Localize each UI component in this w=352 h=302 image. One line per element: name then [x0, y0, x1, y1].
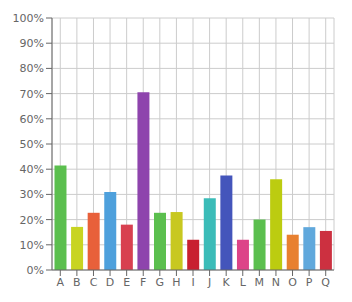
svg-text:B: B [73, 276, 81, 289]
svg-text:90%: 90% [20, 37, 44, 50]
svg-text:0%: 0% [27, 264, 44, 277]
svg-text:50%: 50% [20, 138, 44, 151]
svg-text:A: A [57, 276, 65, 289]
svg-text:P: P [306, 276, 313, 289]
svg-text:10%: 10% [20, 239, 44, 252]
svg-text:N: N [272, 276, 280, 289]
svg-text:M: M [255, 276, 265, 289]
svg-text:C: C [90, 276, 98, 289]
svg-text:Q: Q [321, 276, 330, 289]
svg-text:O: O [288, 276, 297, 289]
svg-text:L: L [240, 276, 247, 289]
svg-text:70%: 70% [20, 88, 44, 101]
svg-text:80%: 80% [20, 62, 44, 75]
svg-text:F: F [140, 276, 146, 289]
svg-text:J: J [207, 276, 211, 289]
svg-text:E: E [123, 276, 130, 289]
svg-text:60%: 60% [20, 113, 44, 126]
svg-text:30%: 30% [20, 188, 44, 201]
svg-text:D: D [106, 276, 114, 289]
svg-text:G: G [156, 276, 165, 289]
svg-text:20%: 20% [20, 214, 44, 227]
svg-text:100%: 100% [13, 12, 44, 25]
svg-text:40%: 40% [20, 163, 44, 176]
svg-text:K: K [223, 276, 231, 289]
svg-text:H: H [172, 276, 180, 289]
svg-text:I: I [191, 276, 194, 289]
